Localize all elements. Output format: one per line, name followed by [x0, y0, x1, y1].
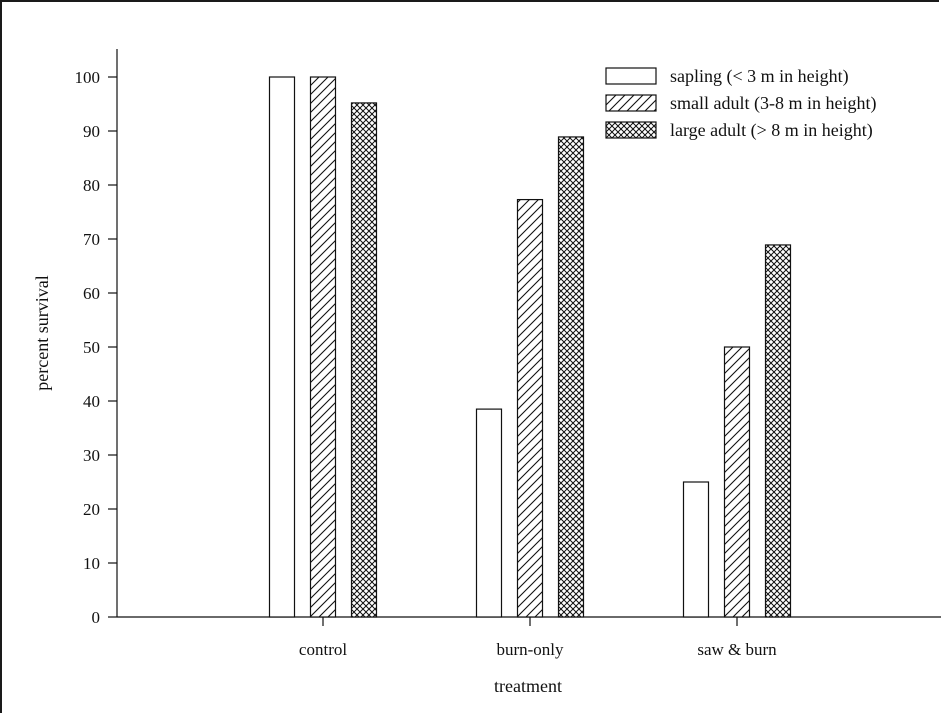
legend-label: sapling (< 3 m in height) [670, 66, 849, 87]
x-tick-label: burn-only [496, 640, 564, 659]
bar-crosshatch [764, 244, 792, 618]
y-tick-label: 30 [83, 446, 100, 465]
x-axis: control burn-only saw & burn [117, 616, 941, 659]
y-tick-label: 100 [75, 68, 101, 87]
y-tick-label: 60 [83, 284, 100, 303]
y-tick-label: 20 [83, 500, 100, 519]
y-tick-label: 50 [83, 338, 100, 357]
bar-diagonal-hatch [516, 198, 544, 618]
y-tick-label: 80 [83, 176, 100, 195]
legend-swatch [605, 67, 657, 85]
bars [268, 76, 792, 618]
bar-open [475, 408, 503, 618]
x-axis-title: treatment [494, 676, 562, 696]
bar-crosshatch [557, 136, 585, 618]
legend: sapling (< 3 m in height) small adult (3-… [605, 66, 876, 141]
y-tick-label: 90 [83, 122, 100, 141]
y-axis: 0 10 20 30 40 50 60 70 80 90 100 [75, 49, 118, 627]
legend-swatch [605, 94, 657, 112]
bar-open [682, 481, 710, 618]
bar-diagonal-hatch [309, 76, 337, 618]
legend-label: large adult (> 8 m in height) [670, 120, 873, 141]
bar-diagonal-hatch [723, 346, 751, 618]
x-tick-label: saw & burn [697, 640, 777, 659]
y-tick-label: 10 [83, 554, 100, 573]
y-tick-label: 70 [83, 230, 100, 249]
legend-swatch [605, 121, 657, 139]
bar-open [268, 76, 296, 618]
y-ticks: 0 10 20 30 40 50 60 70 80 90 100 [75, 68, 117, 627]
y-axis-title: percent survival [32, 275, 52, 390]
y-tick-label: 40 [83, 392, 100, 411]
y-tick-label: 0 [92, 608, 101, 627]
legend-label: small adult (3-8 m in height) [670, 93, 876, 114]
x-ticks: control burn-only saw & burn [299, 617, 777, 659]
bar-crosshatch [350, 102, 378, 618]
x-tick-label: control [299, 640, 347, 659]
